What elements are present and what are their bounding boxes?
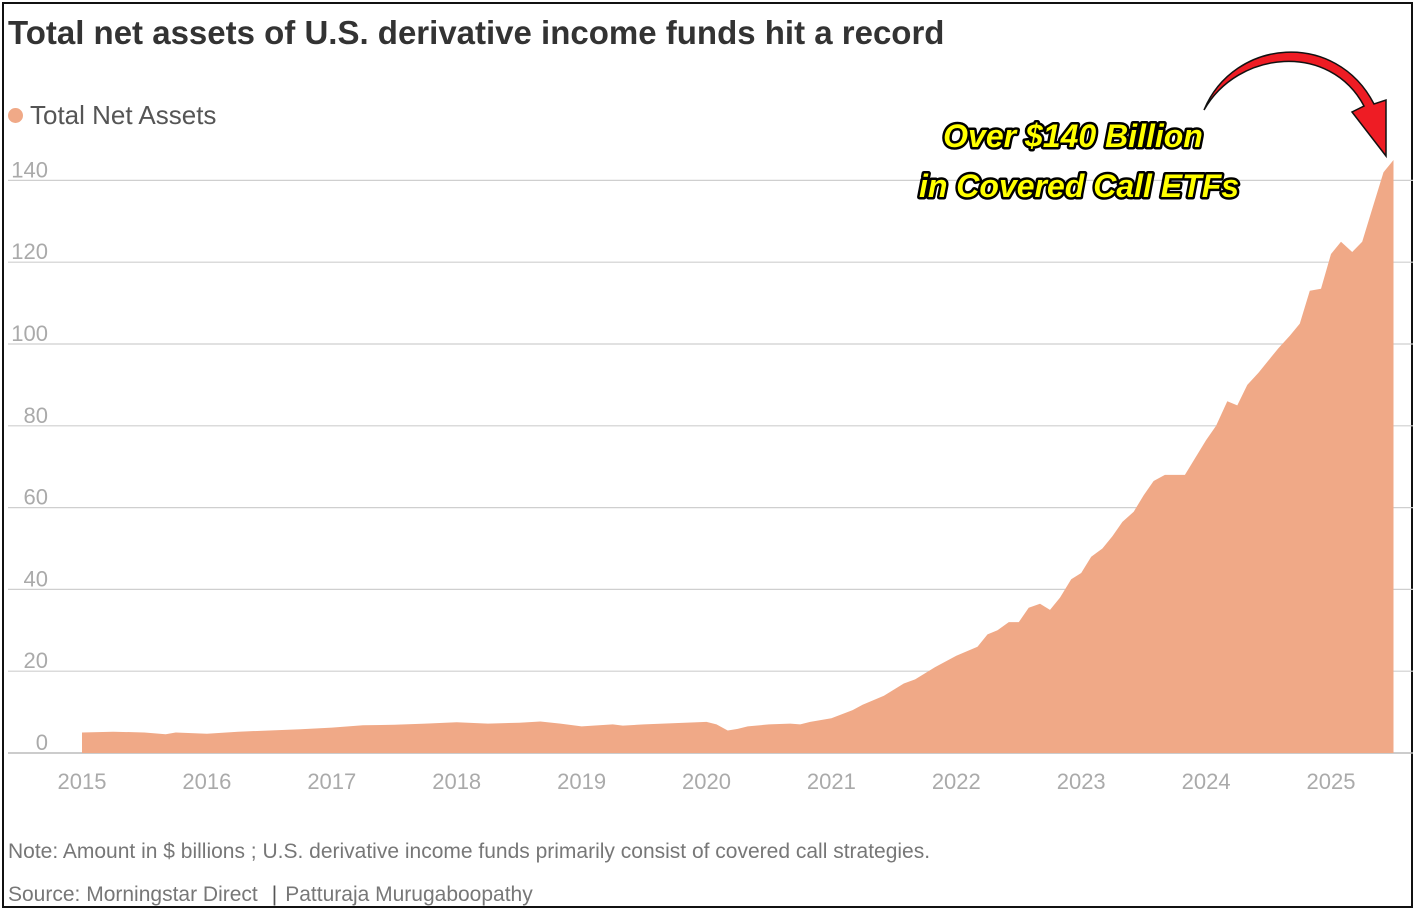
- source-separator: |: [271, 883, 278, 906]
- x-tick-label-2024: 2024: [1182, 769, 1231, 794]
- annotation-line-2: in Covered Call ETFs: [919, 168, 1239, 204]
- y-axis-ticks: 0 20 40 60 80 100 120 140: [11, 157, 48, 755]
- x-axis-ticks: 2015 2016 2017 2018 2019 2020 2021 2022 2023 2024…: [58, 769, 1356, 794]
- legend-label: Total Net Assets: [30, 100, 217, 130]
- y-tick-label-140: 140: [11, 157, 48, 182]
- legend-swatch: [8, 108, 23, 123]
- y-tick-label-60: 60: [24, 485, 48, 510]
- x-tick-label-2021: 2021: [807, 769, 856, 794]
- y-tick-label-100: 100: [11, 321, 48, 346]
- annotation: Over $140 Billion in Covered Call ETFs: [916, 51, 1387, 207]
- y-tick-label-20: 20: [24, 648, 48, 673]
- y-tick-label-0: 0: [36, 730, 48, 755]
- footer-note: Note: Amount in $ billions ; U.S. deriva…: [8, 840, 931, 863]
- y-tick-label-120: 120: [11, 239, 48, 264]
- footer-source: Source: Morningstar Direct | Patturaja Mur…: [8, 883, 533, 907]
- x-tick-label-2015: 2015: [58, 769, 107, 794]
- author-text: Patturaja Murugaboopathy: [285, 883, 533, 906]
- x-tick-label-2023: 2023: [1057, 769, 1106, 794]
- x-tick-label-2020: 2020: [682, 769, 731, 794]
- y-tick-label-80: 80: [24, 403, 48, 428]
- area-series: [82, 160, 1394, 753]
- x-tick-label-2016: 2016: [182, 769, 231, 794]
- x-tick-label-2018: 2018: [432, 769, 481, 794]
- x-tick-label-2019: 2019: [557, 769, 606, 794]
- y-tick-label-40: 40: [24, 566, 48, 591]
- chart-title: Total net assets of U.S. derivative inco…: [8, 14, 945, 51]
- annotation-line-1: Over $140 Billion: [943, 118, 1203, 154]
- legend: Total Net Assets: [8, 100, 216, 131]
- annotation-arrow-icon: [1203, 51, 1387, 159]
- area-total-net-assets: [82, 160, 1394, 753]
- source-text: Source: Morningstar Direct: [8, 883, 258, 906]
- x-tick-label-2022: 2022: [932, 769, 981, 794]
- x-tick-label-2017: 2017: [307, 769, 356, 794]
- x-tick-label-2025: 2025: [1307, 769, 1356, 794]
